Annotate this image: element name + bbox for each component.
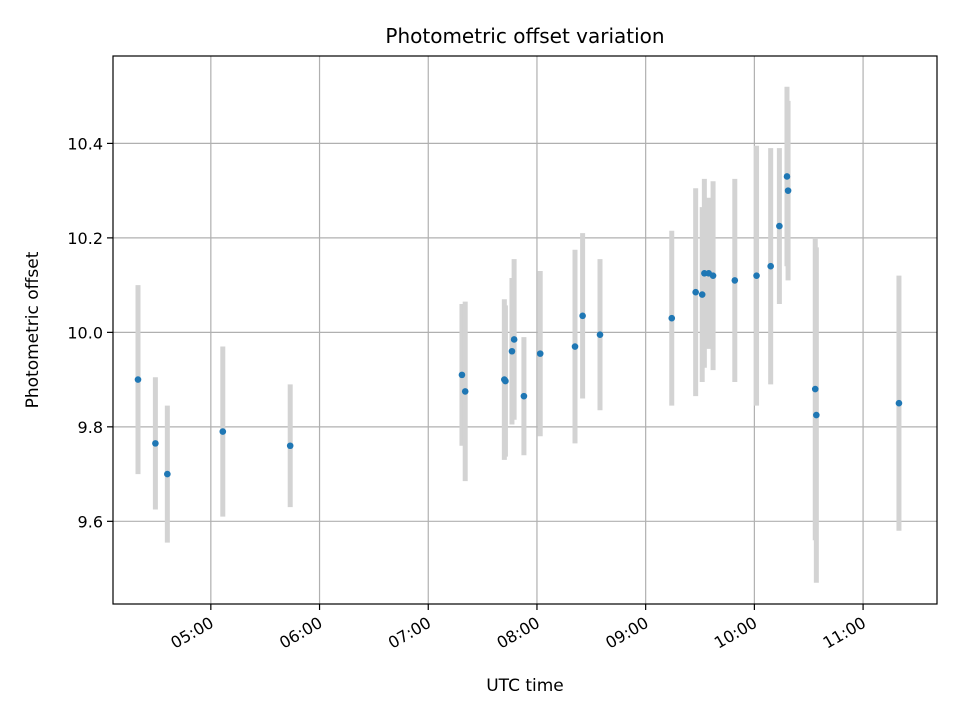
data-point <box>709 272 717 279</box>
data-point <box>767 262 774 270</box>
y-tick-layer: 9.6 9.8 10.0 10.2 10.4 <box>67 134 113 531</box>
x-tick-label: 08:00 <box>494 613 543 653</box>
data-point <box>784 187 792 194</box>
data-point <box>668 314 676 322</box>
data-point <box>783 173 791 180</box>
x-tick-label: 07:00 <box>385 613 434 653</box>
error-bar-layer <box>135 86 902 583</box>
x-tick-layer: 05:00 06:00 07:00 08:00 09:00 10:00 11:00 <box>167 604 869 653</box>
data-point <box>692 288 699 296</box>
y-tick-label: 9.8 <box>78 418 103 437</box>
data-point <box>510 336 518 343</box>
data-point <box>753 272 760 279</box>
data-point-layer <box>134 173 903 478</box>
data-point <box>698 291 706 298</box>
data-point <box>286 442 294 450</box>
data-point <box>811 385 819 393</box>
data-point <box>571 343 579 350</box>
x-tick-label: 05:00 <box>167 613 216 653</box>
data-point <box>895 399 903 407</box>
data-point <box>164 470 171 478</box>
data-point <box>502 377 509 385</box>
x-tick-label: 06:00 <box>276 613 325 653</box>
x-tick-label: 09:00 <box>602 613 651 653</box>
data-point <box>813 411 820 419</box>
y-tick-label: 10.4 <box>67 134 103 153</box>
data-point <box>731 277 739 284</box>
data-point <box>776 222 783 230</box>
data-point <box>461 388 469 395</box>
data-point <box>152 440 159 447</box>
plot-frame <box>112 55 938 605</box>
data-point <box>458 371 466 379</box>
data-point <box>219 428 227 435</box>
data-point <box>508 347 516 355</box>
y-tick-label: 10.0 <box>67 323 103 342</box>
x-tick-label: 11:00 <box>820 613 869 653</box>
data-point <box>134 376 142 383</box>
data-point <box>596 331 604 339</box>
y-axis-title: Photometric offset <box>23 251 43 408</box>
data-point <box>579 312 586 320</box>
y-tick-label: 10.2 <box>67 229 103 248</box>
y-tick-label: 9.6 <box>78 512 103 531</box>
data-point <box>520 392 528 400</box>
x-axis-title: UTC time <box>486 676 564 696</box>
x-tick-label: 10:00 <box>711 613 760 653</box>
data-point <box>536 350 544 357</box>
chart-title: Photometric offset variation <box>385 24 664 48</box>
